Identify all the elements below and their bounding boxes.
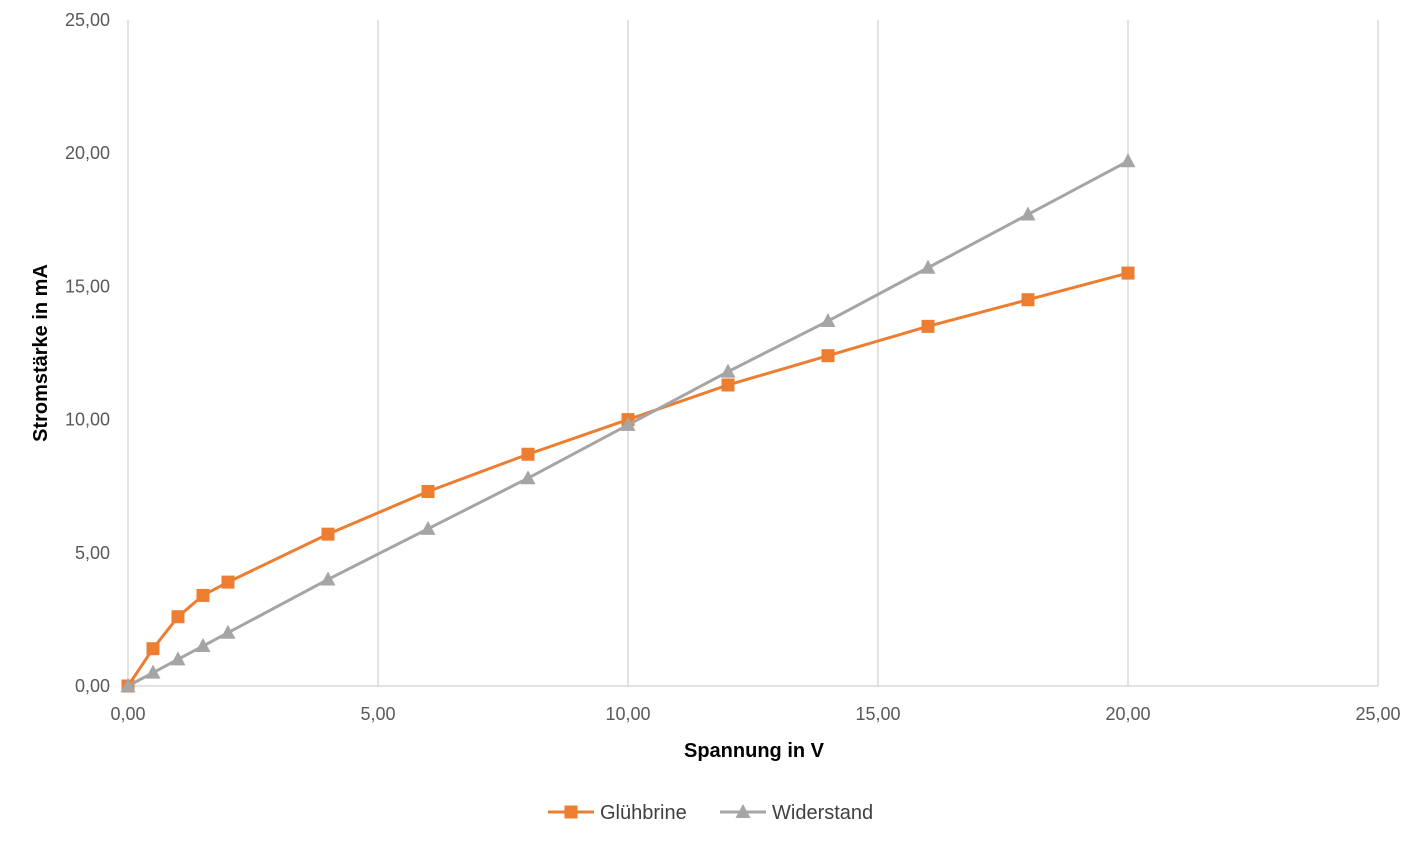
data-point: [196, 588, 210, 602]
x-tick-label: 5,00: [360, 704, 395, 724]
y-tick-label: 25,00: [65, 10, 110, 30]
y-axis-title: Stromstärke in mA: [30, 264, 52, 442]
x-tick-label: 10,00: [605, 704, 650, 724]
series-triangle-group: [120, 153, 1136, 692]
data-point: [520, 470, 536, 485]
x-tick-label: 25,00: [1355, 704, 1400, 724]
data-point: [1121, 266, 1135, 280]
data-point: [720, 363, 736, 378]
data-point: [146, 642, 160, 656]
y-tick-label: 5,00: [75, 543, 110, 563]
x-axis-title: Spannung in V: [684, 740, 825, 762]
data-point: [145, 664, 161, 679]
x-tick-label: 0,00: [110, 704, 145, 724]
data-point: [421, 485, 435, 499]
grid-lines: [377, 20, 1379, 686]
tick-labels: 0,00 5,00 10,00 15,00 20,00 25,00 0,00 5,00 10,0…: [65, 10, 1401, 724]
legend-label: Glühbrine: [600, 802, 687, 824]
y-tick-label: 10,00: [65, 410, 110, 430]
data-point: [1120, 153, 1136, 168]
legend-item: Widerstand: [720, 802, 873, 824]
data-point: [120, 678, 136, 692]
x-tick-label: 15,00: [855, 704, 900, 724]
legend-label: Widerstand: [772, 802, 873, 824]
legend-swatch-marker: [564, 805, 578, 819]
axes: [127, 20, 1378, 687]
legend-swatch-marker: [735, 804, 751, 818]
data-point: [171, 610, 185, 624]
data-point: [920, 259, 936, 274]
data-point: [420, 520, 436, 535]
data-point: [721, 378, 735, 392]
data-point: [1020, 206, 1036, 221]
data-point: [821, 349, 835, 363]
data-point: [320, 571, 336, 586]
data-point: [321, 527, 335, 541]
y-tick-label: 0,00: [75, 676, 110, 696]
x-tick-label: 20,00: [1105, 704, 1150, 724]
series-line: [127, 159, 1129, 688]
data-point: [620, 416, 636, 431]
data-point: [170, 651, 186, 666]
legend: Glühbrine Widerstand: [548, 802, 873, 824]
y-tick-label: 20,00: [65, 143, 110, 163]
data-point: [220, 624, 236, 639]
y-tick-label: 15,00: [65, 276, 110, 296]
series-group: [120, 153, 1136, 693]
legend-item: Glühbrine: [548, 802, 687, 824]
data-point: [1021, 293, 1035, 307]
data-point: [921, 319, 935, 333]
data-point: [521, 447, 535, 461]
data-point: [820, 313, 836, 328]
data-point: [221, 575, 235, 589]
data-point: [195, 638, 211, 653]
